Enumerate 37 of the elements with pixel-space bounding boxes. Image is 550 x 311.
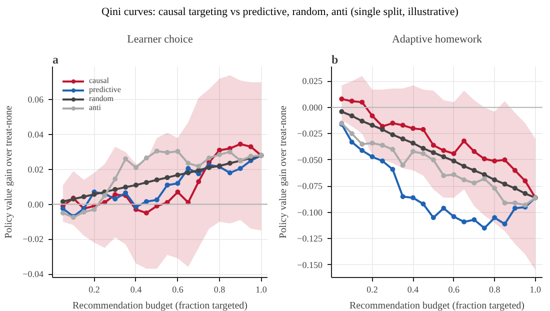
- text: b: [332, 52, 338, 66]
- annotation: a: [52, 52, 58, 66]
- x-tick-label: 0.6: [172, 284, 184, 294]
- y-axis-title: Policy value gain over treat-none: [4, 105, 15, 238]
- y-tick-label: 0.00: [28, 199, 44, 210]
- y-tick-label: −0.100: [297, 207, 323, 218]
- y-axis-title: Policy value gain over treat-none: [278, 105, 290, 238]
- y-tick-label: 0.04: [28, 130, 44, 140]
- chart-title: Adaptive homework: [392, 34, 483, 46]
- x-tick-label: 0.4: [130, 284, 142, 294]
- x-tick-label: 0.2: [366, 284, 378, 294]
- y-tick-label: −0.025: [297, 128, 323, 139]
- y-tick-label: −0.02: [22, 234, 44, 244]
- legend-label: causal: [89, 76, 109, 85]
- y-tick-label: −0.050: [297, 154, 323, 165]
- x-axis-title: Recommendation budget (fraction targeted): [349, 300, 525, 311]
- x-tick-label: 0.2: [88, 284, 100, 294]
- y-tick-label: −0.125: [297, 234, 323, 244]
- y-tick-label: −0.150: [297, 260, 323, 270]
- legend-label: predictive: [89, 85, 121, 94]
- x-tick-label: 0.4: [407, 284, 420, 294]
- y-tick-label: 0.06: [28, 94, 44, 105]
- x-tick-label: 1.0: [256, 284, 268, 294]
- x-axis-title: Recommendation budget (fraction targeted): [72, 300, 248, 311]
- legend-label: random: [89, 94, 114, 103]
- y-tick-label: 0.000: [302, 102, 323, 112]
- chart-title: Learner choice: [127, 34, 193, 46]
- x-tick-label: 0.6: [448, 284, 460, 294]
- text: Qini curves: causal targeting vs predictive, random, anti (single split, illustrative): [102, 5, 458, 20]
- y-tick-label: −0.04: [22, 269, 44, 280]
- y-tick-label: 0.025: [302, 76, 323, 86]
- x-tick-label: 0.8: [488, 284, 501, 294]
- legend-label: anti: [89, 103, 102, 112]
- y-tick-label: −0.075: [297, 181, 323, 192]
- x-tick-label: 0.8: [214, 284, 226, 294]
- x-tick-label: 1.0: [530, 284, 542, 294]
- y-tick-label: 0.02: [28, 164, 44, 174]
